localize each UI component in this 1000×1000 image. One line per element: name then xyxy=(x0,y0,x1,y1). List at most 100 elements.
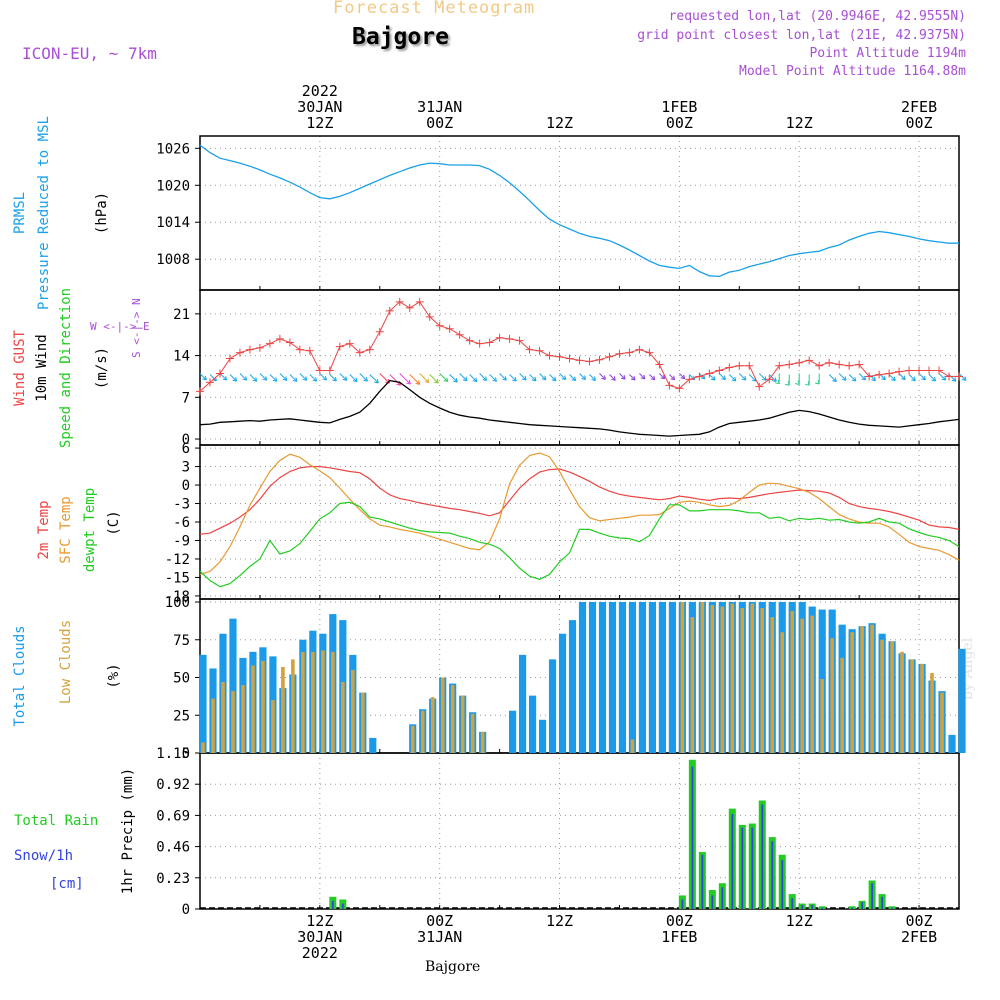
gust-marker xyxy=(655,360,664,369)
low-cloud-bar xyxy=(351,669,355,753)
wind-arrow-head xyxy=(242,376,248,381)
gust-marker xyxy=(845,361,854,370)
low-cloud-bar xyxy=(830,638,834,753)
bottom-time-label: 30JAN xyxy=(297,928,342,946)
gust-marker xyxy=(315,366,324,375)
wind-direction-arrow xyxy=(359,373,368,382)
wind-arrow-head xyxy=(312,377,318,382)
wind-arrow-head xyxy=(551,376,557,382)
gust-marker xyxy=(395,297,404,306)
wind-direction-arrow xyxy=(409,374,420,385)
gust-marker xyxy=(895,367,904,376)
wind-arrow-head xyxy=(785,381,790,386)
gust-marker xyxy=(555,352,564,361)
snow-bar xyxy=(771,841,774,909)
gust-marker xyxy=(525,345,534,354)
gust-marker xyxy=(795,358,804,367)
wind-direction-arrow xyxy=(768,374,777,382)
bottom-time-label: 00Z xyxy=(906,912,933,930)
low-cloud-bar xyxy=(440,677,445,753)
wind-arrow-head xyxy=(721,375,726,381)
wind-arrow-head xyxy=(561,375,567,381)
snow-bar xyxy=(851,907,854,909)
total-cloud-bar xyxy=(538,719,547,753)
gust-marker xyxy=(335,342,344,351)
low-cloud-bar xyxy=(690,617,695,753)
gust-marker xyxy=(475,339,484,348)
wind-direction-arrow xyxy=(838,373,847,381)
rain-bar xyxy=(848,906,856,909)
low-cloud-bar xyxy=(630,739,635,753)
gust-marker xyxy=(605,352,614,361)
snow-bar xyxy=(871,883,873,909)
gust-marker xyxy=(425,312,434,321)
low-cloud-bar xyxy=(900,651,904,753)
wind-arrow-head xyxy=(772,377,777,382)
y-tick-label: 75 xyxy=(173,633,190,649)
snow-bar xyxy=(811,904,814,909)
bottom-time-label: 12Z xyxy=(786,912,813,930)
panel-2: 0 7 14 21 xyxy=(173,289,960,448)
wind-direction-arrow xyxy=(629,374,636,381)
low-cloud-bar xyxy=(780,632,785,753)
wind-direction-arrow xyxy=(229,374,237,382)
footer-location: Bajgore xyxy=(425,959,481,975)
wind-direction-arrow xyxy=(589,374,596,381)
gust-marker xyxy=(765,375,774,384)
gust-marker xyxy=(875,370,884,379)
bottom-time-label: 00Z xyxy=(426,912,453,930)
low-cloud-bar xyxy=(740,608,745,753)
gust-marker xyxy=(235,348,244,357)
total-cloud-bar xyxy=(369,737,377,753)
total-cloud-bar xyxy=(558,633,567,753)
top-time-label: 12Z xyxy=(546,114,573,132)
low-cloud-bar xyxy=(410,725,415,753)
wind-direction-arrow xyxy=(619,373,626,380)
wind-arrow-head xyxy=(406,379,411,385)
grid-point-coords: grid point closest lon,lat (21E, 42.9375… xyxy=(637,28,966,43)
gust-marker xyxy=(665,381,674,390)
low-cloud-bar xyxy=(360,692,365,753)
wind-direction-arrow xyxy=(669,374,675,381)
gust-marker xyxy=(855,360,864,369)
wind-arrow-head xyxy=(415,380,421,385)
gust-marker xyxy=(755,382,764,391)
temp-sfc-line xyxy=(199,452,960,575)
snow-bar xyxy=(341,903,344,909)
low-cloud-bar xyxy=(281,666,285,753)
wind-direction-arrow xyxy=(918,373,926,381)
wind-direction-arrow xyxy=(239,373,248,381)
gust-marker xyxy=(805,356,814,365)
wind-arrow-head xyxy=(443,377,449,382)
low-cloud-bar xyxy=(920,663,924,753)
gust-marker xyxy=(685,375,694,384)
ylabel-c: (C) xyxy=(106,510,122,535)
wind-arrow-head xyxy=(775,379,780,385)
snow-bar xyxy=(751,827,754,909)
wind-direction-arrow xyxy=(549,374,557,382)
wind-arrow-head xyxy=(482,376,488,381)
gust-marker xyxy=(925,366,934,375)
bottom-time-label: 31JAN xyxy=(417,928,462,946)
wind-direction-arrow xyxy=(898,373,906,380)
wind-arrow-head xyxy=(502,376,507,381)
wind-speed-line xyxy=(199,379,960,437)
snow-bar xyxy=(891,907,893,909)
wind-direction-arrow xyxy=(219,373,227,381)
panel-3: 6 3 0 -3 -6 -9 -12 -15 -18 xyxy=(165,441,960,605)
top-time-label: 12Z xyxy=(786,114,813,132)
total-cloud-bar xyxy=(958,648,966,753)
total-cloud-bar xyxy=(668,602,676,753)
ylabel-percent: (%) xyxy=(106,663,122,688)
gust-marker xyxy=(485,338,494,347)
wind-direction-arrow xyxy=(449,374,458,383)
y-tick-label: 0 xyxy=(182,902,190,918)
ylabel-total-rain: Total Rain xyxy=(14,813,98,829)
ylabel-wind: 10m Wind xyxy=(34,334,50,401)
bottom-time-label: 1FEB xyxy=(661,928,697,946)
total-cloud-bar xyxy=(638,602,647,753)
total-cloud-bar xyxy=(578,602,587,753)
snow-bar xyxy=(791,898,794,909)
requested-coords: requested lon,lat (20.9946E, 42.9555N) xyxy=(668,9,966,24)
gust-marker xyxy=(715,366,724,375)
